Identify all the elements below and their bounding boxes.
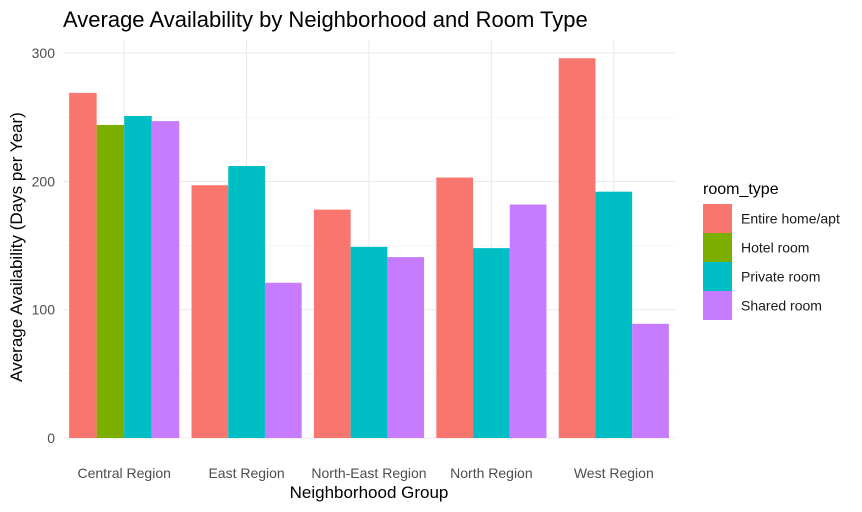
x-tick-label: West Region [574,465,654,481]
bar: North-East Region — Entire home/apt: 178 [313,209,351,438]
legend-swatch [703,204,732,233]
y-tick-label: 0 [47,430,55,446]
bar: Central Region — Hotel room: 244 [96,124,125,438]
legend-swatch [703,233,732,262]
x-axis-title: Neighborhood Group [290,483,449,502]
y-tick-label: 100 [32,302,56,318]
y-axis-title: Average Availability (Days per Year) [7,112,26,382]
legend-title: room_type [703,181,779,198]
x-axis-ticks: Central Region East Region North-East Regi… [78,465,654,481]
bar: North-East Region — Shared room: 141 [387,257,425,438]
bar: North Region — Private room: 148 [473,248,510,438]
legend-swatch [703,262,732,291]
legend: room_type Entire home/apt Hotel room Priva… [703,181,840,320]
bar: Central Region — Entire home/apt: 269 [69,92,97,439]
y-tick-label: 300 [32,45,56,61]
bar: West Region — Private room: 192 [595,191,633,438]
y-axis-ticks: 0 100 200 300 [32,45,56,446]
legend-swatch [703,291,732,320]
bar: North Region — Entire home/apt: 203 [436,177,474,438]
bar: Central Region — Shared room: 247 [151,121,180,438]
bar: East Region — Shared room: 121 [264,282,302,438]
x-tick-label: East Region [208,465,284,481]
bar: East Region — Entire home/apt: 197 [191,185,229,438]
bar: North Region — Shared room: 182 [509,204,547,438]
legend-label: Shared room [741,298,822,314]
y-tick-label: 200 [32,173,56,189]
bar: West Region — Entire home/apt: 296 [558,58,596,439]
x-tick-label: North-East Region [311,465,426,481]
x-tick-label: North Region [450,465,533,481]
bar: North-East Region — Private room: 149 [350,246,388,438]
x-tick-label: Central Region [78,465,171,481]
bar: West Region — Shared room: 89 [632,323,669,438]
legend-label: Hotel room [741,240,809,256]
bars-group: Central Region — Entire home/apt: 269Cen… [69,58,669,439]
bar: Central Region — Private room: 251 [124,115,152,438]
legend-label: Private room [741,269,820,285]
bar: East Region — Private room: 212 [228,166,265,438]
legend-label: Entire home/apt [741,211,840,227]
chart-title: Average Availability by Neighborhood and… [63,7,588,32]
